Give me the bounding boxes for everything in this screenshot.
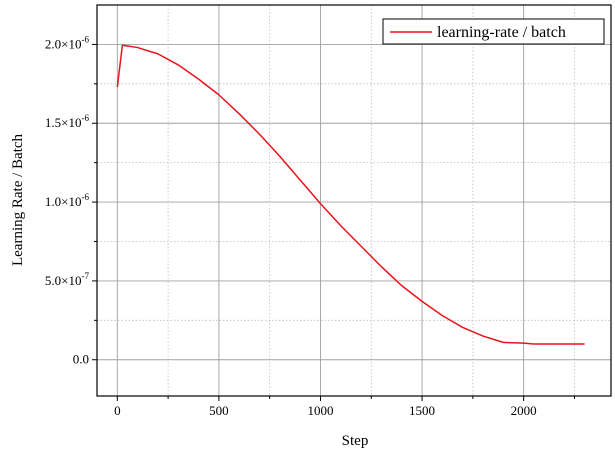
- x-tick-label: 500: [209, 403, 229, 418]
- axis-layer: 0 500 1000 1500 2000 0.0 5.0×10-7 1.0×10-6 1.5×1…: [45, 34, 575, 418]
- x-tick-label: 1500: [409, 403, 435, 418]
- legend-label: learning-rate / batch: [437, 24, 566, 41]
- y-tick-label: 0.0: [73, 352, 89, 367]
- legend: learning-rate / batch: [382, 18, 605, 45]
- plot-layer: [116, 44, 585, 345]
- y-tick-label: 1.5×10-6: [45, 113, 90, 130]
- y-tick-label: 2.0×10-6: [45, 34, 90, 51]
- x-axis-label: Step: [342, 433, 369, 449]
- x-tick-label: 1000: [307, 403, 333, 418]
- y-tick-label: 1.0×10-6: [45, 192, 90, 209]
- x-tick-label: 0: [114, 403, 121, 418]
- y-tick-label: 5.0×10-7: [45, 271, 90, 288]
- series-line: [116, 44, 585, 345]
- y-axis-label: Learning Rate / Batch: [10, 133, 26, 266]
- grid-layer: [97, 5, 611, 396]
- plot-frame: [96, 4, 612, 397]
- x-tick-label: 2000: [511, 403, 537, 418]
